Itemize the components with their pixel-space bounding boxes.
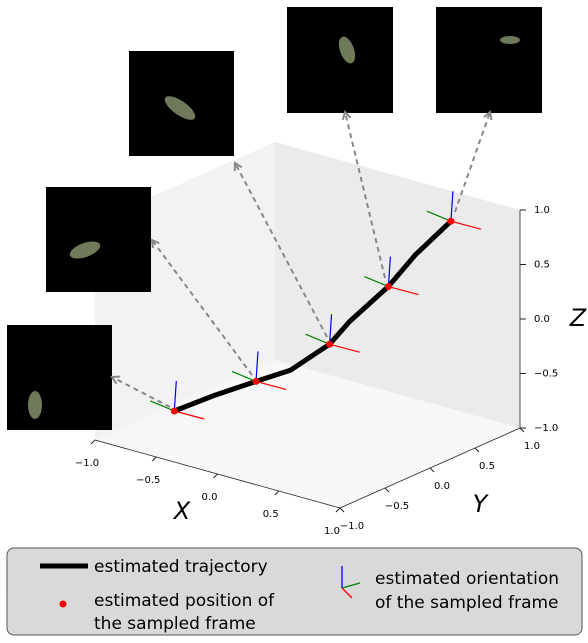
legend-box [6, 547, 583, 636]
y-tick [384, 487, 390, 493]
x-tick [90, 439, 96, 445]
thumbnails [7, 7, 542, 430]
pane [275, 142, 520, 428]
x-tick-label: 0.5 [263, 509, 279, 520]
legend-label: the sampled frame [94, 614, 256, 634]
orientation-axis [231, 370, 257, 382]
y-axis-label: Y [473, 490, 490, 518]
z-tick-label: 0.0 [534, 314, 550, 325]
fish [500, 36, 520, 44]
x-tick-label: −0.5 [136, 475, 160, 486]
orientation-axis [305, 333, 330, 345]
y-tick [474, 447, 480, 453]
y-tick-label: 1.0 [524, 441, 540, 452]
x-tick [274, 490, 280, 496]
orientation-axis [328, 314, 333, 345]
y-tick-label: −0.5 [385, 501, 409, 512]
y-tick [519, 427, 525, 433]
orientation-axis [450, 191, 454, 222]
orientation-axis [329, 343, 360, 353]
legend-axis [341, 587, 353, 599]
arrow [345, 112, 386, 279]
orientation-axis [450, 220, 482, 230]
legend-label: of the sampled frame [375, 593, 559, 613]
legend-axis [341, 582, 361, 589]
x-tick-label: 0.0 [202, 492, 218, 503]
frame-image [287, 7, 393, 113]
z-tick-label: −1.0 [534, 423, 558, 434]
x-axis-label: X [172, 497, 191, 525]
panes [95, 142, 520, 508]
y-tick-label: −1.0 [340, 521, 364, 532]
y-tick-label: 0.5 [479, 461, 495, 472]
arrow [152, 240, 253, 376]
fish [69, 241, 101, 259]
legend-label: estimated trajectory [94, 557, 268, 577]
z-axis-label: Z [569, 304, 587, 332]
orientation-axis [255, 351, 259, 382]
fish [338, 36, 356, 64]
orientation-axis [255, 380, 287, 391]
orientation-axis [426, 210, 452, 222]
arrow [112, 377, 171, 408]
sampled-position [384, 283, 392, 291]
x-tick-label: −1.0 [75, 458, 99, 469]
fish [164, 96, 196, 120]
orientation-axis [150, 400, 175, 412]
frame-image [436, 7, 542, 113]
sampled-position [447, 217, 455, 225]
x-tick [335, 507, 341, 513]
sampled-position [252, 377, 260, 385]
arrow [235, 163, 328, 338]
x-tick-label: 1.0 [324, 526, 340, 537]
orientation-axis [387, 256, 391, 287]
legend: estimated trajectory estimated position … [6, 547, 583, 636]
legend-label: estimated orientation [375, 569, 559, 589]
orientation-axis [174, 410, 205, 420]
sampled-position [170, 407, 178, 415]
z-tick-label: 0.5 [534, 260, 550, 271]
fish [28, 391, 42, 419]
y-tick [339, 507, 345, 513]
legend-label: estimated position of [94, 591, 275, 611]
y-tick-label: 0.0 [434, 481, 450, 492]
frame-image [7, 325, 112, 430]
pane [95, 360, 520, 508]
plot: −1.0−0.50.00.51.0 −1.0−0.50.00.51.0−1.0−0… [75, 191, 558, 537]
x-tick [151, 456, 157, 462]
frame-image [46, 187, 151, 292]
arrows [112, 112, 490, 408]
z-tick-label: 1.0 [534, 205, 550, 216]
orientation-axis [173, 380, 177, 412]
legend-dot [59, 600, 67, 608]
orientation-axis [364, 275, 389, 288]
y-tick [429, 467, 435, 473]
orientation-axis [388, 285, 419, 296]
sampled-position [326, 340, 334, 348]
z-tick-label: −0.5 [534, 369, 558, 380]
x-tick [213, 473, 218, 479]
